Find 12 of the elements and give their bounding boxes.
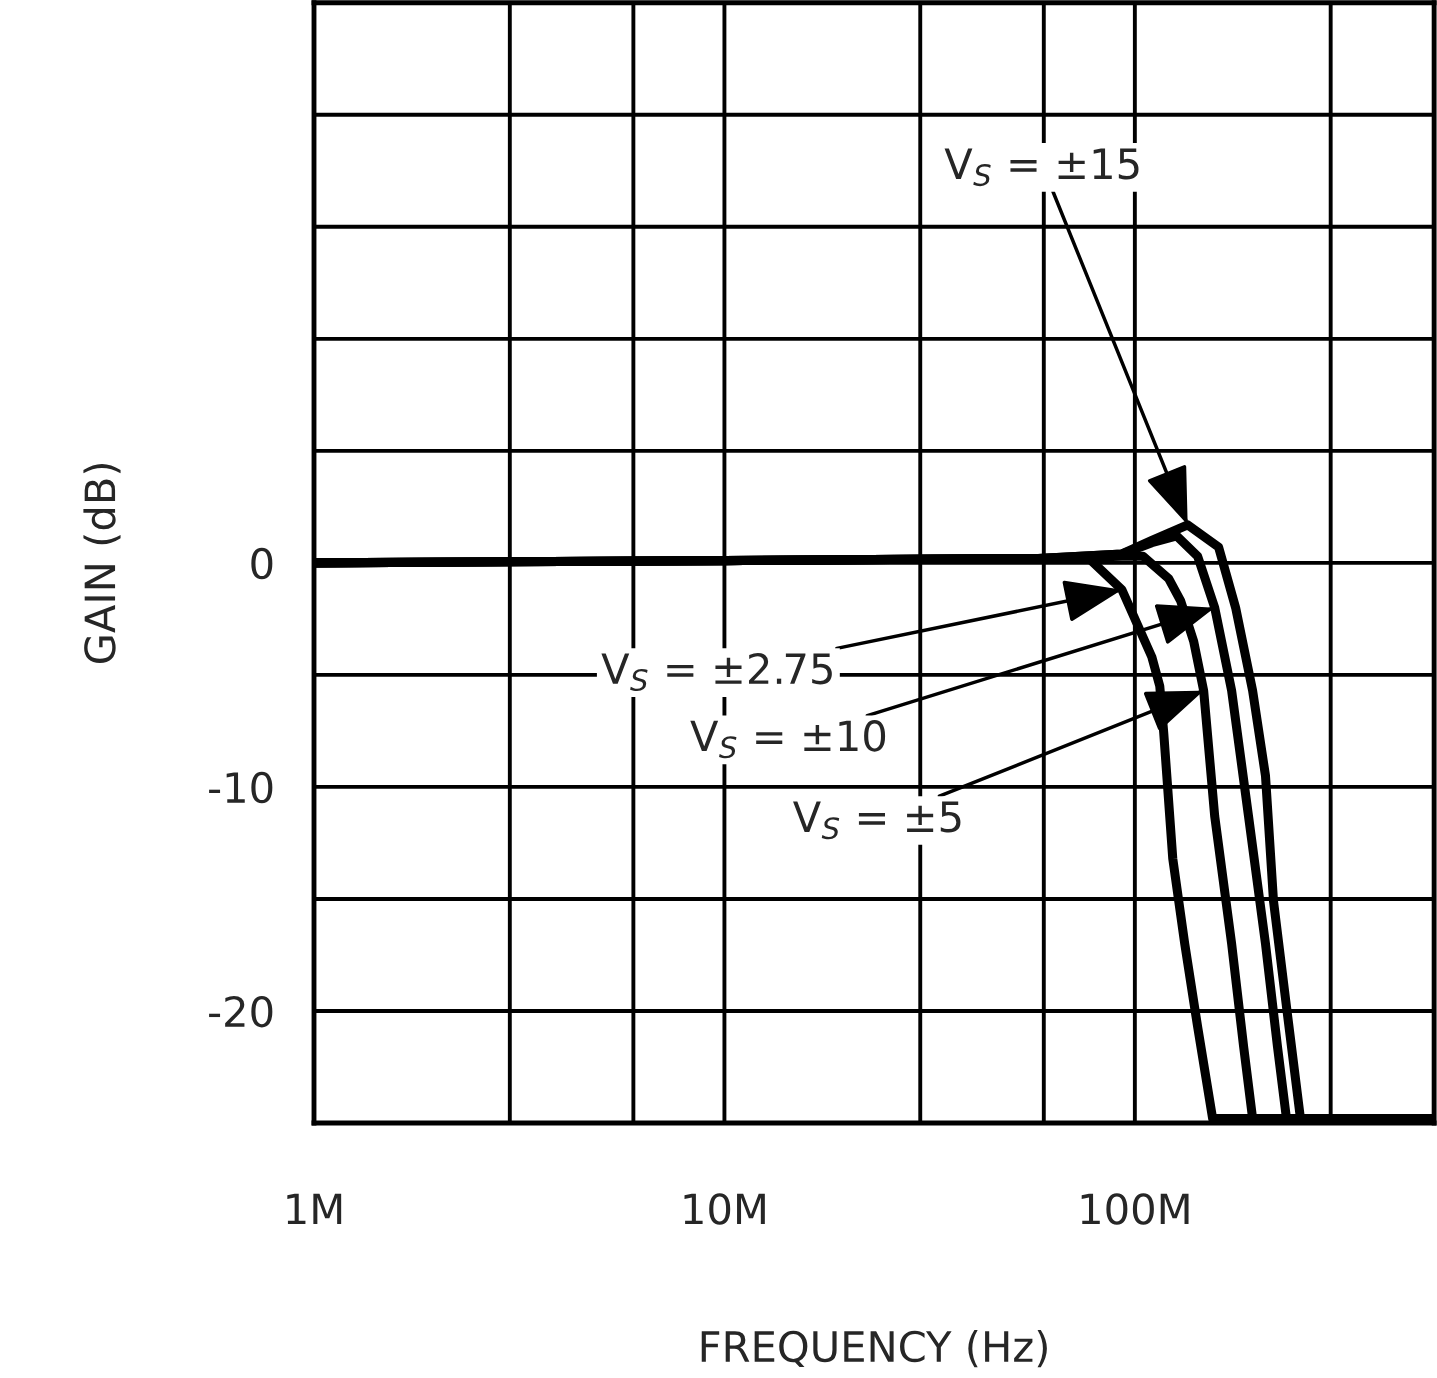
annotation: V$_{S}$ = ±10 — [690, 720, 886, 759]
y-tick-label: -20 — [209, 995, 273, 1028]
y-tick-label: 0 — [251, 547, 273, 580]
annotation: V$_{S}$ = ±5 — [793, 801, 961, 840]
x-axis-title: FREQUENCY (Hz) — [701, 1330, 1047, 1368]
annotation: V$_{S}$ = ±15 — [944, 148, 1139, 187]
y-tick-label: -10 — [209, 771, 273, 804]
y-axis-title: GAIN (dB) — [83, 463, 121, 664]
x-tick-label: 10M — [684, 1193, 765, 1225]
x-tick-label: 1M — [287, 1193, 342, 1225]
annotation: V$_{S}$ = ±2.75 — [601, 652, 832, 692]
x-tick-label: 100M — [1081, 1193, 1189, 1225]
